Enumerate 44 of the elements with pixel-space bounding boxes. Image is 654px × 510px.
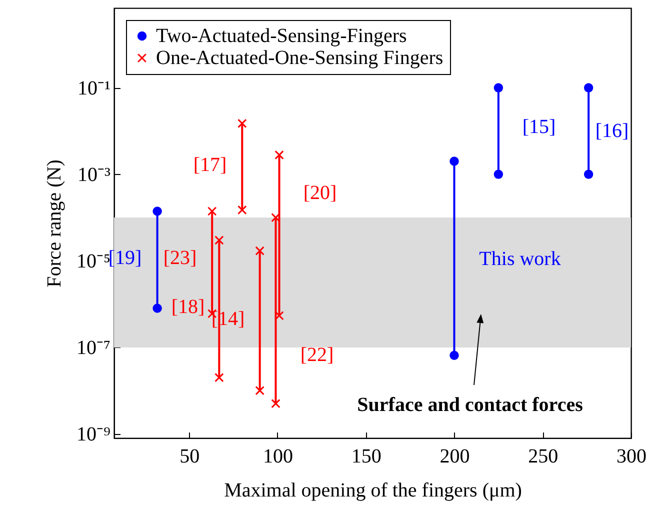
x-tick-label: 50 xyxy=(180,446,200,468)
annotation: [17] xyxy=(193,154,227,176)
point xyxy=(584,83,594,92)
annotation: [22] xyxy=(300,344,334,366)
annotation: Surface and contact forces xyxy=(357,394,584,416)
x-tick-label: 150 xyxy=(351,446,382,468)
point xyxy=(274,311,284,320)
point xyxy=(255,386,264,396)
x-tick-label: 300 xyxy=(616,446,646,468)
x-tick-label: 100 xyxy=(262,446,293,468)
y-tick-label: 10⁻³ xyxy=(78,164,110,186)
point xyxy=(584,170,594,179)
point xyxy=(450,156,459,166)
y-tick-label: 10⁻⁷ xyxy=(76,336,111,359)
point xyxy=(207,206,217,216)
point xyxy=(214,372,224,382)
x-tick-label: 200 xyxy=(440,446,470,468)
x-axis-title: Maximal opening of the fingers (μm) xyxy=(224,480,522,502)
point xyxy=(271,398,280,408)
annotation: [19] xyxy=(108,247,142,269)
point xyxy=(152,304,162,313)
legend-label: Two-Actuated-Sensing-Fingers xyxy=(156,25,407,47)
annotation: [16] xyxy=(595,120,629,142)
point xyxy=(450,350,459,360)
point xyxy=(494,170,504,179)
point xyxy=(271,212,280,222)
y-tick-label: 10⁻⁹ xyxy=(76,423,111,446)
annotation: This work xyxy=(479,248,561,270)
point xyxy=(214,236,224,245)
x-tick-label: 250 xyxy=(528,446,558,468)
point xyxy=(238,205,247,215)
point xyxy=(274,150,284,160)
annotation: [20] xyxy=(303,182,337,204)
annotation: [18] xyxy=(171,296,205,318)
annotation: [23] xyxy=(163,247,197,269)
point xyxy=(255,246,264,256)
legend-label: One-Actuated-One-Sensing Fingers xyxy=(156,47,444,69)
point xyxy=(494,83,504,92)
point xyxy=(152,206,162,216)
y-tick-label: 10⁻⁵ xyxy=(76,250,110,272)
point xyxy=(238,118,247,128)
y-tick-label: 10⁻¹ xyxy=(78,77,110,100)
y-axis-title: Force range (N) xyxy=(44,160,66,288)
annotation: [15] xyxy=(522,116,556,138)
